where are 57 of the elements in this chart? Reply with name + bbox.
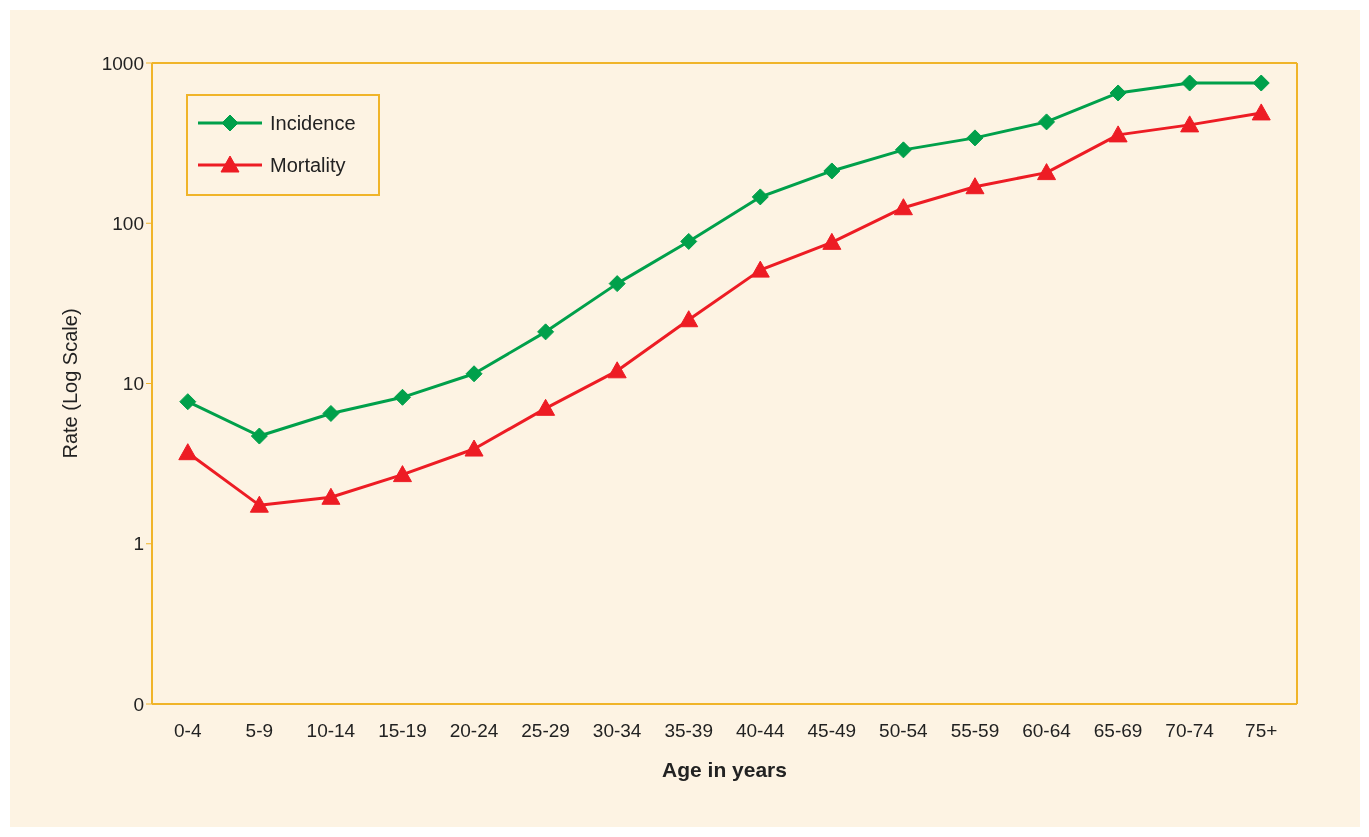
- x-tick-label: 65-69: [1093, 720, 1143, 742]
- point: [464, 439, 484, 457]
- point: [608, 275, 626, 293]
- x-tick-label: 15-19: [378, 720, 427, 742]
- point: [823, 162, 841, 180]
- point: [1252, 74, 1270, 92]
- x-tick-label: 40-44: [735, 720, 785, 742]
- point: [322, 404, 340, 422]
- point: [179, 393, 197, 411]
- point: [822, 232, 842, 250]
- point: [178, 443, 198, 461]
- legend-label: Mortality: [270, 153, 346, 177]
- x-tick-label: 70-74: [1165, 720, 1215, 742]
- point: [680, 232, 698, 250]
- point: [536, 398, 556, 416]
- point: [894, 141, 912, 159]
- x-tick-label: 55-59: [950, 720, 1000, 742]
- point: [392, 465, 412, 483]
- x-tick-label: 20-24: [449, 720, 499, 742]
- x-tick-label: 60-64: [1022, 720, 1072, 742]
- point: [966, 129, 984, 147]
- x-axis-title: Age in years: [662, 758, 787, 781]
- x-tick-label: 30-34: [592, 720, 642, 742]
- point: [1037, 163, 1057, 181]
- point: [537, 323, 555, 341]
- point: [1181, 74, 1199, 92]
- point: [1180, 115, 1200, 133]
- y-tick-label: 1000: [101, 52, 144, 74]
- point: [1109, 84, 1127, 102]
- x-tick-label: 10-14: [306, 720, 356, 742]
- x-tick-label: 0-4: [174, 720, 202, 742]
- y-axis-title: Rate (Log Scale): [59, 308, 82, 459]
- point: [249, 495, 269, 513]
- point: [1251, 103, 1271, 121]
- legend-label: Incidence: [270, 111, 356, 135]
- point: [893, 198, 913, 216]
- point: [750, 260, 770, 278]
- y-tick-label: 0: [133, 693, 144, 715]
- x-tick-label: 35-39: [664, 720, 714, 742]
- x-tick-label: 45-49: [807, 720, 857, 742]
- point: [751, 188, 769, 206]
- point: [465, 365, 483, 383]
- y-tick-label: 10: [122, 373, 144, 395]
- y-tick-label: 100: [112, 212, 144, 234]
- y-tick-label: 1: [133, 533, 144, 555]
- x-tick-label: 50-54: [879, 720, 929, 742]
- point: [965, 177, 985, 195]
- point: [679, 310, 699, 328]
- point: [393, 388, 411, 406]
- point: [1108, 125, 1128, 143]
- point: [321, 487, 341, 505]
- point: [250, 427, 268, 445]
- x-tick-label: 25-29: [521, 720, 570, 742]
- point: [607, 361, 627, 379]
- point: [1038, 113, 1056, 131]
- x-tick-label: 5-9: [245, 720, 274, 742]
- x-tick-label: 75+: [1245, 720, 1278, 742]
